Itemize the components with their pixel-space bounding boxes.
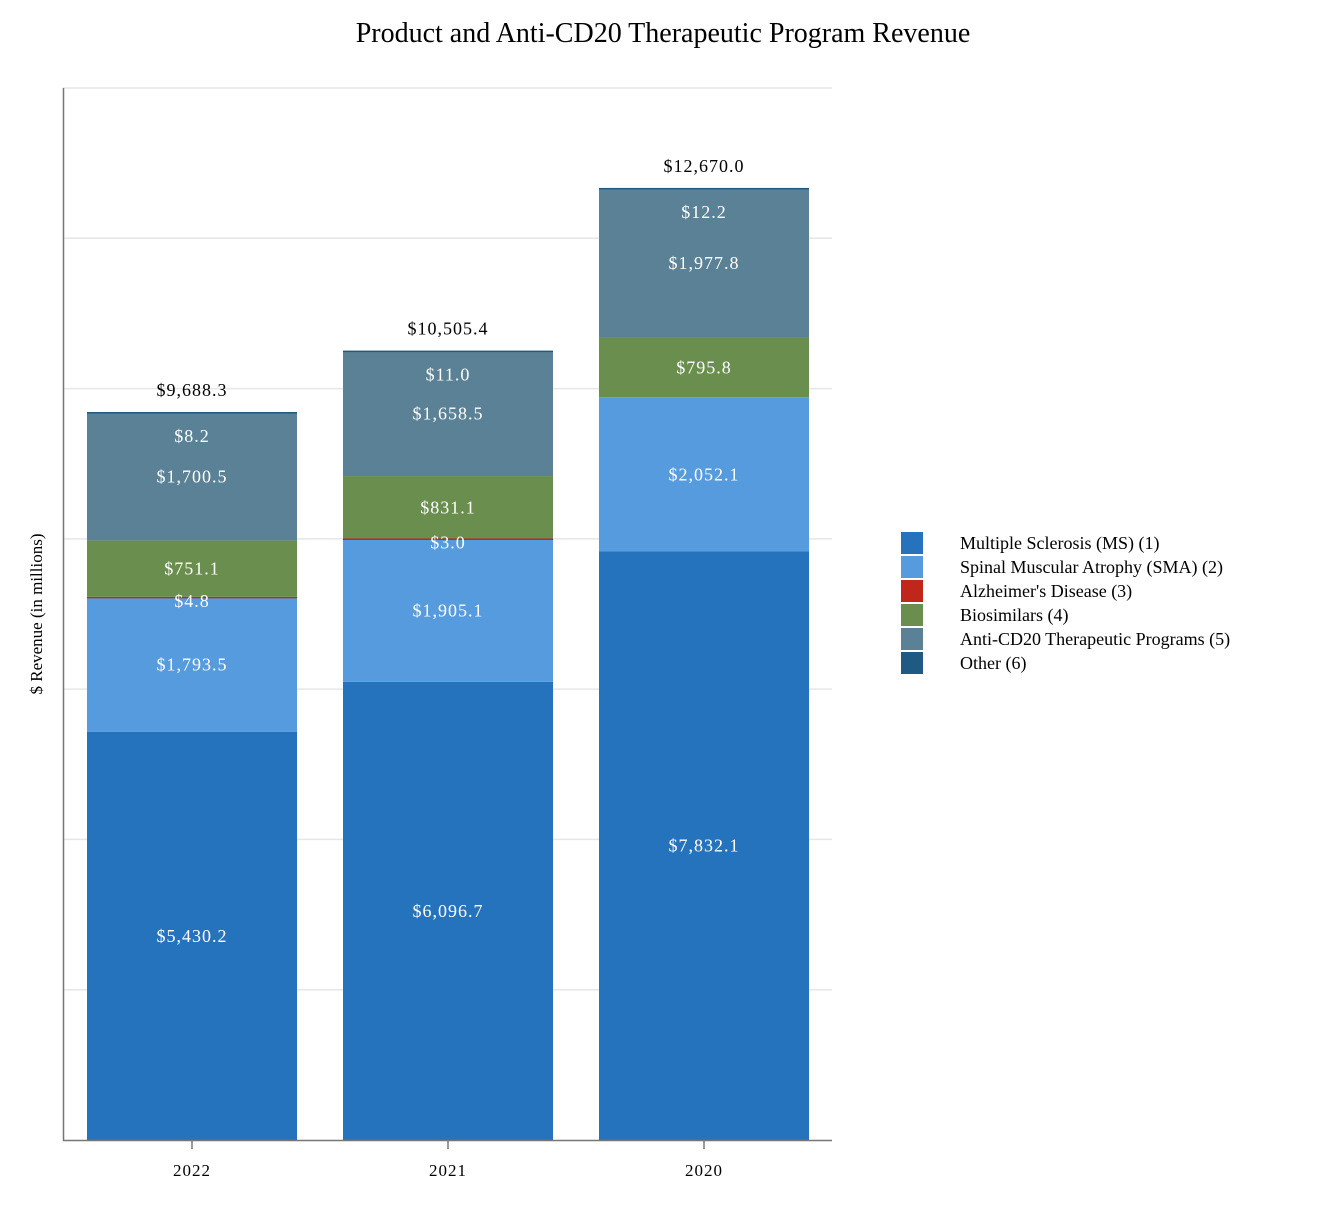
legend-item: Alzheimer's Disease (3) [901, 580, 1132, 602]
x-tick-label: 2021 [429, 1161, 467, 1180]
y-axis-label: $ Revenue (in millions) [27, 533, 46, 694]
segment-value-label: $1,700.5 [157, 466, 228, 486]
bar-segment [343, 681, 553, 1140]
bar-segment [87, 540, 297, 597]
segment-value-label: $12.2 [681, 202, 727, 222]
legend: Multiple Sclerosis (MS) (1) Spinal Muscul… [901, 532, 1230, 674]
bar-segment [343, 351, 553, 477]
segment-value-label: $795.8 [676, 357, 732, 377]
bar-segment [343, 350, 553, 353]
legend-label: Biosimilars (4) [960, 605, 1069, 626]
legend-swatch [901, 532, 923, 554]
segment-value-label: $1,977.8 [669, 253, 740, 273]
bar-segment [87, 412, 297, 541]
segment-value-label: $2,052.1 [669, 464, 740, 484]
total-value-label: $12,670.0 [664, 156, 745, 176]
bar-segment [343, 476, 553, 539]
bar-segment [599, 397, 809, 552]
bar-segment [87, 731, 297, 1140]
bars [87, 187, 809, 1140]
bar-segment [87, 411, 297, 414]
data-labels: $5,430.2 $1,793.5 $4.8 $751.1 $1,700.5 $8.2 $9… [157, 156, 745, 946]
legend-swatch [901, 604, 923, 626]
segment-value-label: $11.0 [426, 365, 471, 385]
legend-label: Other (6) [960, 653, 1026, 674]
total-value-label: $9,688.3 [157, 380, 228, 400]
legend-item: Anti-CD20 Therapeutic Programs (5) [901, 628, 1230, 650]
legend-item: Biosimilars (4) [901, 604, 1069, 626]
legend-label: Spinal Muscular Atrophy (SMA) (2) [960, 557, 1223, 578]
bar-segment [87, 596, 297, 599]
x-tick-label: 2022 [173, 1161, 211, 1180]
segment-value-label: $3.0 [430, 532, 466, 552]
segment-value-label: $5,430.2 [157, 926, 228, 946]
segment-value-label: $1,793.5 [157, 655, 228, 675]
legend-label: Multiple Sclerosis (MS) (1) [960, 533, 1160, 554]
bar-segment [599, 337, 809, 398]
bar-segment [599, 187, 809, 190]
segment-value-label: $751.1 [164, 559, 220, 579]
legend-item: Multiple Sclerosis (MS) (1) [901, 532, 1160, 554]
legend-item: Spinal Muscular Atrophy (SMA) (2) [901, 556, 1223, 578]
bar-segment [87, 597, 297, 732]
bar-segment [343, 538, 553, 540]
segment-value-label: $6,096.7 [413, 901, 484, 921]
chart-title: Product and Anti-CD20 Therapeutic Progra… [356, 18, 971, 49]
x-tick-label: 2020 [685, 1161, 723, 1180]
segment-value-label: $4.8 [174, 591, 210, 611]
segment-value-label: $7,832.1 [669, 836, 740, 856]
legend-item: Other (6) [901, 652, 1026, 674]
segment-value-label: $831.1 [420, 497, 476, 517]
legend-label: Anti-CD20 Therapeutic Programs (5) [960, 629, 1230, 650]
segment-value-label: $1,658.5 [413, 404, 484, 424]
segment-value-label: $8.2 [174, 426, 210, 446]
legend-swatch [901, 628, 923, 650]
legend-swatch [901, 556, 923, 578]
bar-segment [343, 538, 553, 682]
legend-swatch [901, 580, 923, 602]
bar-segment [599, 188, 809, 338]
bar-segment [599, 551, 809, 1140]
x-ticks: 2022 2021 2020 [173, 1141, 723, 1180]
legend-label: Alzheimer's Disease (3) [960, 581, 1132, 602]
total-value-label: $10,505.4 [408, 319, 489, 339]
legend-swatch [901, 652, 923, 674]
segment-value-label: $1,905.1 [413, 600, 484, 620]
